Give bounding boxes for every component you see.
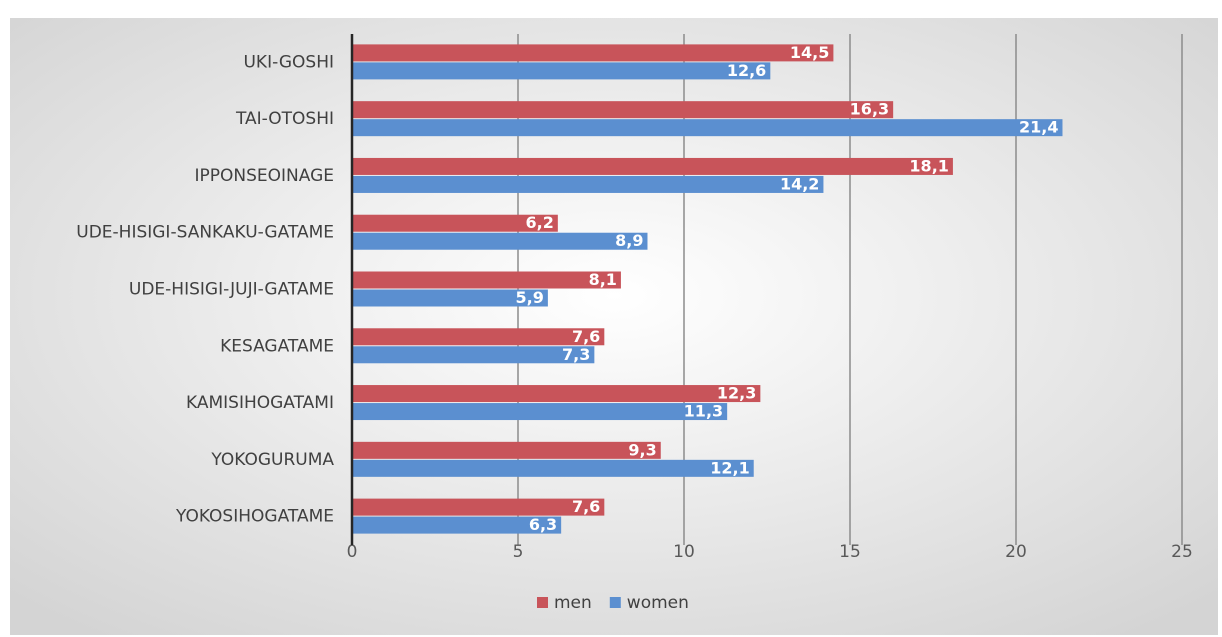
data-label: 16,3 (850, 100, 889, 119)
x-tick-label: 10 (673, 542, 695, 562)
bar (352, 385, 761, 403)
data-label: 6,2 (525, 213, 553, 232)
bar (352, 62, 771, 80)
data-label: 6,3 (529, 515, 557, 534)
y-tick-label: YOKOGURUMA (210, 450, 334, 470)
data-label: 12,1 (710, 458, 749, 477)
y-tick-label: UKI-GOSHI (243, 52, 334, 72)
data-label: 12,3 (717, 384, 756, 403)
data-label: 21,4 (1019, 118, 1058, 137)
bar (352, 44, 834, 62)
bar (352, 328, 605, 346)
x-tick-label: 25 (1171, 542, 1193, 562)
data-label: 14,5 (790, 43, 829, 62)
data-label: 5,9 (516, 288, 544, 307)
bar (352, 403, 728, 421)
bar (352, 459, 754, 477)
data-label: 12,6 (727, 61, 766, 80)
legend-swatch (609, 597, 621, 608)
x-tick-label: 5 (513, 542, 524, 562)
y-tick-label: IPPONSEOINAGE (194, 166, 334, 186)
data-label: 14,2 (780, 174, 819, 193)
bar (352, 516, 562, 534)
data-label: 7,3 (562, 345, 590, 364)
legend-label: women (627, 593, 689, 613)
x-tick-label: 20 (1005, 542, 1027, 562)
legend-label: men (554, 593, 592, 613)
x-tick-label: 15 (839, 542, 861, 562)
data-label: 7,6 (572, 327, 600, 346)
bar (352, 119, 1063, 137)
bar (352, 271, 621, 289)
y-tick-label: KESAGATAME (220, 336, 334, 356)
bar (352, 498, 605, 516)
bar (352, 289, 548, 307)
data-label: 7,6 (572, 497, 600, 516)
y-tick-label: KAMISIHOGATAMI (186, 393, 334, 413)
data-label: 8,9 (615, 231, 643, 250)
legend-swatch (537, 597, 548, 608)
bar (352, 101, 894, 119)
x-tick-label: 0 (347, 542, 358, 562)
bar (352, 214, 558, 232)
y-tick-label: UDE-HISIGI-SANKAKU-GATAME (76, 223, 334, 243)
y-tick-label: TAI-OTOSHI (235, 109, 334, 129)
bar (352, 232, 648, 250)
data-label: 18,1 (909, 156, 948, 175)
data-label: 8,1 (589, 270, 617, 289)
data-label: 9,3 (628, 440, 656, 459)
bar (352, 346, 595, 364)
bar (352, 175, 824, 193)
data-label: 11,3 (684, 402, 723, 421)
bar (352, 441, 661, 459)
bar (352, 157, 953, 175)
y-tick-label: YOKOSIHOGATAME (175, 507, 334, 527)
y-tick-label: UDE-HISIGI-JUJI-GATAME (129, 280, 334, 300)
